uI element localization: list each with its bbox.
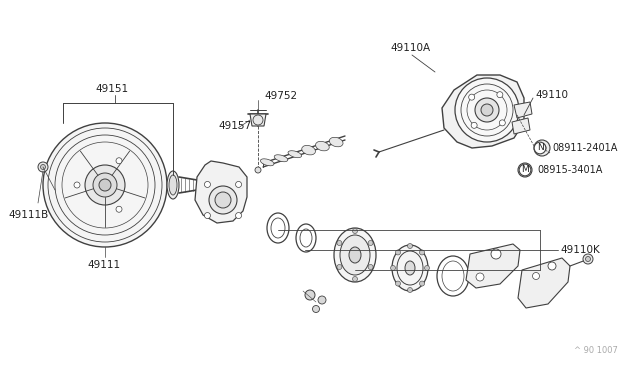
Text: 49151: 49151 bbox=[95, 84, 128, 94]
Ellipse shape bbox=[330, 137, 343, 147]
Ellipse shape bbox=[260, 159, 274, 166]
Circle shape bbox=[353, 276, 358, 282]
Circle shape bbox=[99, 179, 111, 191]
Circle shape bbox=[471, 122, 477, 128]
Circle shape bbox=[532, 273, 540, 279]
Circle shape bbox=[538, 144, 546, 152]
Circle shape bbox=[305, 290, 315, 300]
Polygon shape bbox=[195, 161, 247, 223]
Text: N: N bbox=[536, 144, 543, 153]
Circle shape bbox=[318, 296, 326, 304]
Circle shape bbox=[390, 266, 396, 270]
Circle shape bbox=[85, 165, 125, 205]
Circle shape bbox=[236, 212, 241, 219]
Circle shape bbox=[253, 115, 263, 125]
Circle shape bbox=[518, 163, 532, 177]
Text: 49110: 49110 bbox=[535, 90, 568, 100]
Text: 08911-2401A: 08911-2401A bbox=[552, 143, 618, 153]
Ellipse shape bbox=[340, 235, 370, 275]
Polygon shape bbox=[514, 102, 532, 118]
Ellipse shape bbox=[392, 245, 428, 291]
Circle shape bbox=[255, 167, 261, 173]
Text: ^ 90 1007: ^ 90 1007 bbox=[574, 346, 618, 355]
Circle shape bbox=[424, 266, 429, 270]
Circle shape bbox=[204, 182, 211, 187]
Circle shape bbox=[522, 167, 529, 173]
Circle shape bbox=[455, 78, 519, 142]
Circle shape bbox=[408, 288, 413, 292]
Ellipse shape bbox=[288, 151, 301, 158]
Circle shape bbox=[420, 281, 424, 286]
Circle shape bbox=[408, 244, 413, 248]
Polygon shape bbox=[466, 244, 520, 288]
Circle shape bbox=[475, 98, 499, 122]
Text: 49110K: 49110K bbox=[560, 245, 600, 255]
Circle shape bbox=[43, 123, 167, 247]
Circle shape bbox=[583, 254, 593, 264]
Circle shape bbox=[420, 250, 424, 255]
Text: 49111: 49111 bbox=[87, 260, 120, 270]
Text: 08915-3401A: 08915-3401A bbox=[537, 165, 602, 175]
Circle shape bbox=[209, 186, 237, 214]
Circle shape bbox=[586, 257, 591, 262]
Polygon shape bbox=[512, 118, 530, 134]
Circle shape bbox=[534, 140, 550, 156]
Circle shape bbox=[368, 264, 373, 269]
Circle shape bbox=[497, 92, 503, 98]
Circle shape bbox=[312, 305, 319, 312]
Text: M: M bbox=[521, 166, 529, 174]
Polygon shape bbox=[442, 75, 524, 148]
Circle shape bbox=[236, 182, 241, 187]
Circle shape bbox=[476, 273, 484, 281]
Circle shape bbox=[93, 173, 117, 197]
Ellipse shape bbox=[316, 141, 329, 151]
Ellipse shape bbox=[349, 247, 361, 263]
Circle shape bbox=[215, 192, 231, 208]
Polygon shape bbox=[250, 114, 266, 126]
Ellipse shape bbox=[169, 175, 177, 195]
Text: 49111B: 49111B bbox=[8, 210, 48, 220]
Circle shape bbox=[116, 206, 122, 212]
Circle shape bbox=[116, 158, 122, 164]
Text: 49110A: 49110A bbox=[390, 43, 430, 53]
Circle shape bbox=[337, 241, 342, 246]
Ellipse shape bbox=[167, 171, 179, 199]
Circle shape bbox=[74, 182, 80, 188]
Ellipse shape bbox=[274, 155, 288, 162]
Circle shape bbox=[38, 162, 48, 172]
Text: 49157: 49157 bbox=[218, 121, 251, 131]
Ellipse shape bbox=[334, 228, 376, 282]
Circle shape bbox=[499, 120, 506, 126]
Circle shape bbox=[337, 264, 342, 269]
Circle shape bbox=[353, 228, 358, 234]
Circle shape bbox=[396, 250, 401, 255]
Ellipse shape bbox=[405, 261, 415, 275]
Circle shape bbox=[396, 281, 401, 286]
Circle shape bbox=[481, 104, 493, 116]
Circle shape bbox=[468, 94, 475, 100]
Circle shape bbox=[548, 262, 556, 270]
Circle shape bbox=[368, 241, 373, 246]
Polygon shape bbox=[518, 258, 570, 308]
Circle shape bbox=[204, 212, 211, 219]
Text: 49752: 49752 bbox=[264, 91, 297, 101]
Ellipse shape bbox=[302, 145, 316, 155]
Circle shape bbox=[491, 249, 501, 259]
Circle shape bbox=[40, 164, 45, 170]
